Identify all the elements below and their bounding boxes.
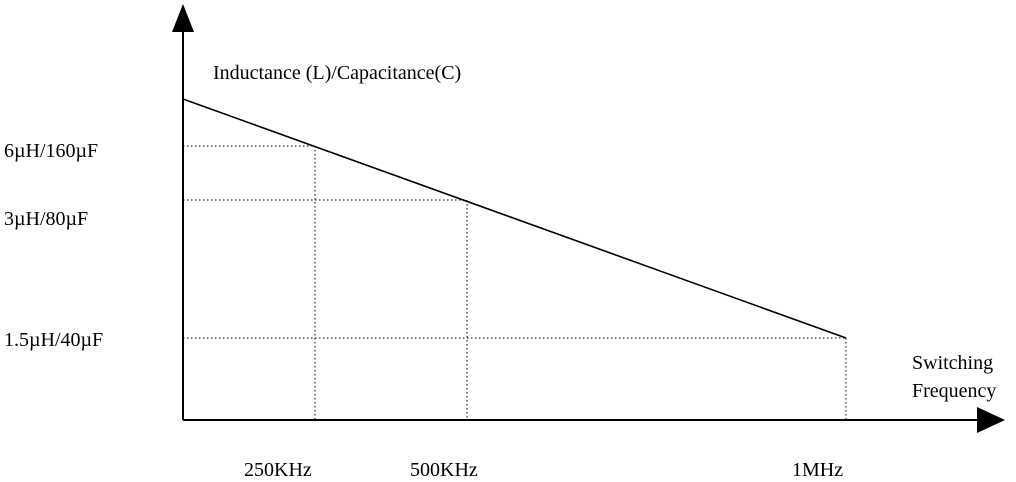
- x-tick-label: 250KHz: [244, 459, 312, 481]
- x-axis-title-line-1: Switching: [912, 352, 993, 374]
- y-tick-label: 6µH/160µF: [4, 140, 98, 162]
- y-axis-title: Inductance (L)/Capacitance(C): [213, 62, 461, 84]
- y-tick-label: 1.5µH/40µF: [4, 329, 103, 351]
- y-tick-label: 3µH/80µF: [4, 208, 88, 230]
- x-tick-label: 500KHz: [410, 459, 478, 481]
- y-axis-arrowhead: [172, 4, 194, 32]
- x-axis-arrowhead: [977, 407, 1005, 433]
- guide-lines: [183, 145, 847, 420]
- x-tick-label: 1MHz: [792, 459, 843, 481]
- trend-line: [182, 98, 847, 339]
- x-axis-title-line-2: Frequency: [912, 380, 996, 402]
